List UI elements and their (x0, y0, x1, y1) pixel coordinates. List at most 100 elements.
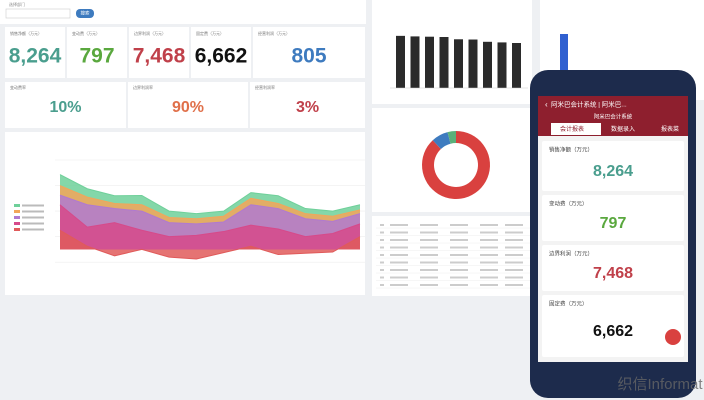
bar (454, 39, 463, 88)
phone-card-value: 7,468 (593, 265, 633, 282)
table-cell (420, 231, 438, 234)
legend-text (22, 216, 44, 219)
table-cell (450, 269, 468, 271)
rate-value: 3% (296, 99, 319, 116)
right-bar (560, 34, 568, 74)
bar (497, 42, 507, 88)
search-button-label[interactable]: 搜索 (81, 10, 90, 17)
search-box[interactable] (5, 8, 71, 19)
table-cell (390, 276, 408, 279)
kpi-value: 6,662 (195, 45, 248, 68)
table-cell (380, 246, 384, 249)
tab-active (551, 123, 601, 135)
table-cell (380, 239, 384, 241)
legend-swatch (14, 204, 20, 207)
phone-card (542, 245, 684, 291)
legend-swatch (14, 228, 20, 231)
table-cell (390, 231, 408, 234)
kpi-value: 797 (79, 45, 114, 68)
table-cell (480, 231, 498, 234)
table-cell (480, 224, 498, 226)
table-cell (505, 224, 523, 226)
panel (250, 82, 365, 128)
phone-tab[interactable]: 数据录入 (611, 125, 635, 133)
kpi-value: 805 (291, 45, 326, 68)
legend-swatch (14, 222, 20, 225)
table-cell (420, 239, 438, 241)
table-cell (380, 254, 384, 256)
panel (129, 27, 189, 78)
table-cell (450, 254, 468, 256)
table-cell (450, 261, 468, 264)
phone-tab[interactable]: 报表菜 (661, 125, 679, 133)
kpi-label: 变动费（万元） (72, 30, 100, 36)
table-cell (390, 239, 408, 241)
bar (483, 41, 492, 88)
phone-card-value: 797 (600, 215, 627, 232)
table-cell (505, 254, 523, 256)
bar (512, 43, 521, 88)
phone-tab[interactable]: 会计报表 (560, 125, 584, 133)
phone-card (542, 195, 684, 241)
area-line (59, 229, 361, 260)
panel (253, 27, 365, 78)
kpi-value: 7,468 (133, 45, 186, 68)
table-cell (505, 239, 523, 241)
legend-text (22, 210, 44, 213)
table-cell (420, 246, 438, 249)
table-cell (380, 276, 384, 279)
table-cell (380, 261, 384, 264)
kpi-value: 8,264 (9, 45, 62, 68)
phone-title: 阿米巴会计系统 | 阿米巴... (551, 100, 627, 109)
panel (67, 27, 127, 78)
table-cell (505, 261, 523, 264)
table-cell (420, 254, 438, 256)
table-cell (505, 231, 523, 234)
area-fill (60, 204, 360, 250)
rate-label: 边界利润率 (133, 84, 153, 90)
table-cell (390, 224, 408, 226)
area-line (59, 204, 361, 238)
table-cell (420, 269, 438, 271)
table-cell (480, 284, 498, 286)
area-line (59, 194, 361, 225)
table-cell (420, 261, 438, 264)
table-cell (480, 254, 498, 256)
table-cell (480, 261, 498, 264)
area-line (59, 174, 361, 215)
panel (5, 27, 65, 78)
rate-value: 90% (172, 99, 204, 116)
table-cell (450, 284, 468, 286)
table-cell (480, 246, 498, 249)
phone-fab[interactable] (665, 329, 681, 345)
legend-text (22, 222, 44, 225)
phone-card-label: 销售净额（万元） (549, 145, 593, 153)
panel (191, 27, 251, 78)
table-cell (480, 239, 498, 241)
kpi-label: 销售净额（万元） (10, 30, 42, 36)
table-cell (505, 246, 523, 249)
legend-text (22, 204, 44, 207)
donut-slice (421, 131, 491, 199)
kpi-label: 边界利润（万元） (134, 30, 166, 36)
search-label: 选择部门 (9, 1, 25, 7)
table-cell (420, 276, 438, 279)
kpi-label: 固定费（万元） (196, 30, 224, 36)
table-cell (450, 246, 468, 249)
phone-back: ‹ (545, 100, 548, 109)
table-cell (390, 254, 408, 256)
table-cell (450, 239, 468, 241)
table-cell (380, 224, 384, 226)
table-cell (390, 269, 408, 271)
rate-label: 经营利润率 (255, 84, 275, 90)
table-cell (505, 269, 523, 271)
bar (396, 35, 405, 88)
table-cell (480, 269, 498, 271)
panel (5, 82, 126, 128)
legend-text (22, 228, 44, 231)
search-button[interactable] (76, 9, 94, 18)
table-cell (390, 261, 408, 264)
legend-swatch (14, 216, 20, 219)
panel (128, 82, 248, 128)
